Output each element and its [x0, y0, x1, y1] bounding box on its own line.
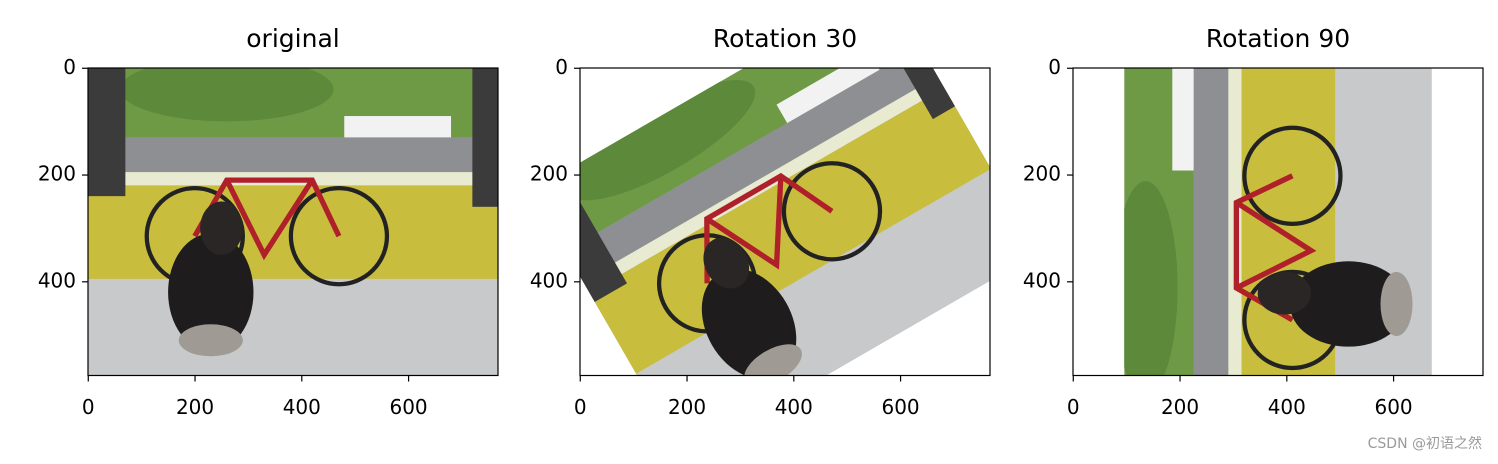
y-tick-label: 200	[530, 162, 568, 186]
x-tick-label: 600	[389, 395, 427, 419]
y-tick-label: 400	[1023, 268, 1061, 292]
y-tick-label: 200	[1023, 162, 1061, 186]
axes-frame	[579, 67, 991, 377]
watermark: CSDN @初语之然	[1368, 435, 1482, 452]
y-tick-label: 0	[63, 55, 76, 79]
x-tick-label: 200	[668, 395, 706, 419]
y-tick-label: 0	[555, 55, 568, 79]
x-tick-label: 400	[283, 395, 321, 419]
subplot-title: Rotation 30	[713, 24, 857, 53]
axes-frame	[1072, 67, 1484, 377]
y-tick-label: 0	[1048, 55, 1061, 79]
image	[1114, 17, 1432, 427]
image	[88, 57, 498, 375]
x-tick-label: 0	[1067, 395, 1080, 419]
subplot-title: original	[246, 24, 339, 53]
x-tick-label: 0	[82, 395, 95, 419]
x-tick-label: 600	[881, 395, 919, 419]
axes-frame	[87, 67, 499, 377]
x-tick-label: 0	[574, 395, 587, 419]
image	[525, 0, 1039, 457]
x-tick-label: 200	[176, 395, 214, 419]
subplot-title: Rotation 90	[1206, 24, 1350, 53]
x-tick-label: 400	[1268, 395, 1306, 419]
y-tick-label: 200	[38, 162, 76, 186]
x-tick-label: 200	[1161, 395, 1199, 419]
x-tick-label: 600	[1374, 395, 1412, 419]
y-tick-label: 400	[530, 268, 568, 292]
y-tick-label: 400	[38, 268, 76, 292]
x-tick-label: 400	[775, 395, 813, 419]
